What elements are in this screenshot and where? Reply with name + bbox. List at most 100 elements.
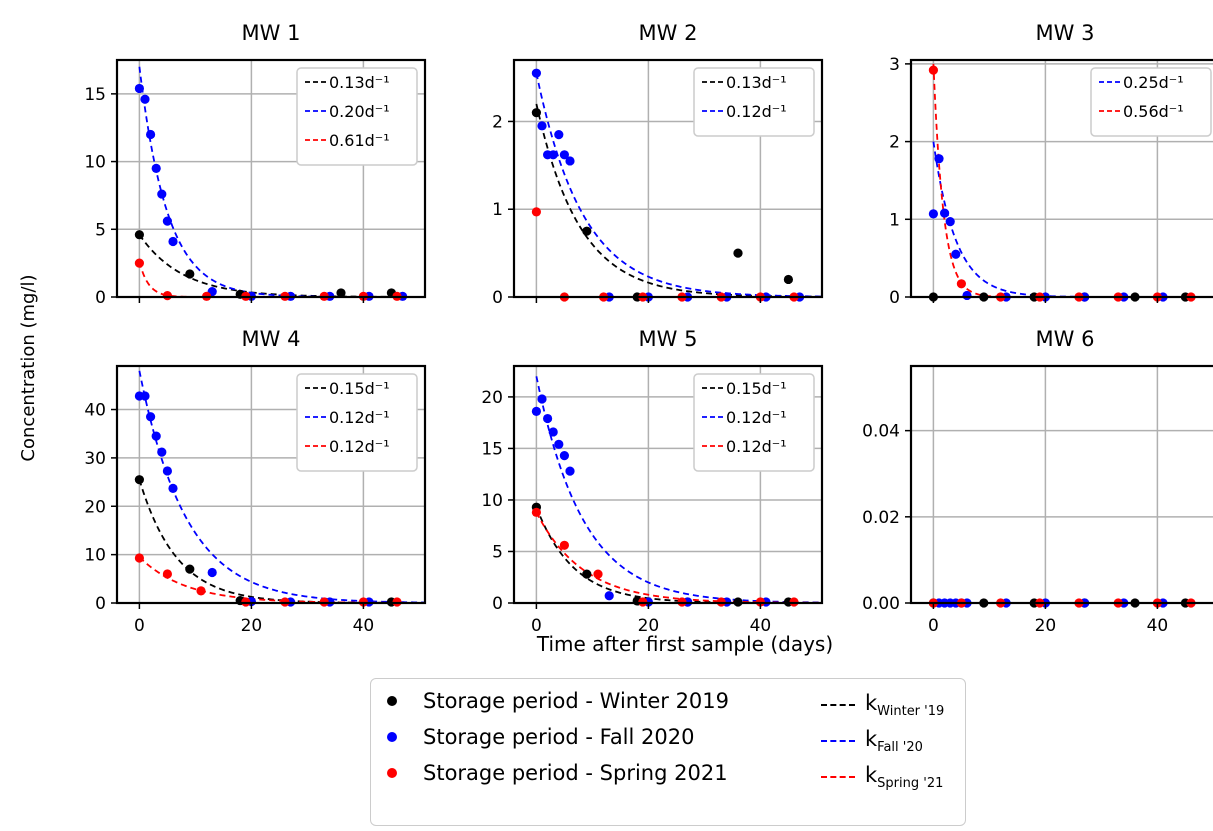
- panel-legend-label: 0.15d⁻¹: [726, 379, 787, 398]
- y-tick-label: 0: [492, 594, 503, 614]
- panel-legend-label: 0.25d⁻¹: [1123, 73, 1184, 92]
- panel-legend: 0.13d⁻¹ 0.20d⁻¹ 0.61d⁻¹: [296, 67, 418, 166]
- data-point: [162, 291, 172, 301]
- legend-item-spring-2021: Storage period - Spring 2021: [387, 761, 728, 785]
- data-point: [531, 68, 542, 78]
- panel-legend-box: [296, 67, 418, 166]
- dashed-line-icon: [821, 776, 855, 779]
- y-axis-label-text: Concentration (mg/l): [18, 274, 39, 461]
- data-point: [140, 94, 150, 104]
- data-point: [548, 427, 558, 437]
- data-point: [559, 451, 570, 461]
- data-point: [537, 394, 547, 404]
- y-tick-label: 15: [481, 439, 503, 459]
- legend-label: Storage period - Winter 2019: [423, 689, 730, 713]
- data-point: [537, 121, 547, 131]
- data-point: [157, 189, 167, 199]
- panel-title: MW 4: [242, 327, 301, 351]
- y-tick-label: 0.04: [862, 422, 900, 442]
- data-point: [134, 553, 144, 563]
- fit-curve: [535, 72, 823, 298]
- panel-2: MW 2 0 1 2 0.13d⁻¹ 0.12d⁻¹: [492, 21, 824, 308]
- panel-legend-label: 0.12d⁻¹: [726, 102, 787, 121]
- data-point: [559, 540, 570, 550]
- panel-legend-label: 0.56d⁻¹: [1123, 102, 1184, 121]
- legend-item-fall-2020: Storage period - Fall 2020: [387, 725, 694, 749]
- y-tick-label: 30: [84, 449, 106, 469]
- y-tick-label: 3: [889, 55, 900, 75]
- data-point: [157, 447, 167, 457]
- x-tick-label: 40: [353, 616, 375, 636]
- dashed-line-icon: [821, 704, 855, 707]
- panel-legend-label: 0.12d⁻¹: [726, 437, 787, 456]
- data-point: [548, 150, 558, 160]
- data-point: [565, 466, 575, 476]
- panel-legend-label: 0.12d⁻¹: [726, 408, 787, 427]
- y-axis-label: Concentration (mg/l): [18, 274, 39, 461]
- data-point: [168, 236, 178, 247]
- panel-legend-box: [693, 373, 815, 472]
- x-tick-label: 40: [750, 616, 772, 636]
- data-point: [134, 258, 144, 268]
- data-point: [783, 274, 794, 285]
- legend-k-label: kFall '20: [865, 727, 923, 756]
- y-tick-label: 0: [889, 288, 900, 308]
- fit-curve: [138, 261, 425, 298]
- data-point: [146, 412, 156, 422]
- y-tick-label: 10: [481, 491, 503, 511]
- fall-marker-icon: [387, 732, 397, 742]
- legend-item-k-winter: kWinter '19: [821, 691, 944, 719]
- spring-marker-icon: [387, 768, 397, 778]
- data-point: [134, 475, 144, 485]
- panel-legend-label: 0.13d⁻¹: [726, 73, 787, 92]
- legend: Storage period - Winter 2019 Storage per…: [370, 678, 966, 826]
- data-point: [185, 564, 195, 574]
- data-point: [207, 567, 217, 578]
- data-point: [565, 156, 575, 166]
- y-tick-label: 1: [889, 210, 900, 230]
- y-tick-label: 1: [492, 200, 503, 220]
- winter-marker-icon: [387, 696, 397, 706]
- panel-legend-box: [1090, 67, 1212, 137]
- legend-label: Storage period - Spring 2021: [423, 761, 728, 785]
- axes-frame: [512, 58, 824, 299]
- panel-legend-label: 0.13d⁻¹: [329, 73, 390, 92]
- panel-title: MW 1: [242, 21, 301, 45]
- y-tick-label: 20: [481, 388, 503, 408]
- panel-6: MW 6 0 20 40 0.00 0.02 0.04: [862, 327, 1213, 636]
- data-point: [554, 130, 564, 140]
- panel-title: MW 6: [1036, 327, 1095, 351]
- fit-curve: [138, 370, 426, 604]
- plot-area: [134, 370, 426, 607]
- data-point: [185, 269, 195, 279]
- legend-label: Storage period - Fall 2020: [423, 725, 695, 749]
- panel-legend: 0.15d⁻¹ 0.12d⁻¹ 0.12d⁻¹: [693, 373, 815, 472]
- data-point: [146, 129, 156, 140]
- y-tick-label: 0: [492, 288, 503, 308]
- panel-1: MW 1 0 5 10 15 0.13d⁻¹ 0.20d⁻¹ 0.61d⁻¹: [84, 21, 427, 308]
- legend-item-winter-2019: Storage period - Winter 2019: [387, 689, 729, 713]
- data-point: [531, 108, 542, 118]
- panel-title: MW 3: [1036, 21, 1095, 45]
- data-point: [733, 248, 743, 258]
- data-point: [593, 569, 603, 579]
- x-axis-label: Time after first sample (days): [536, 632, 833, 656]
- fit-curve: [535, 511, 823, 604]
- y-tick-label: 2: [492, 112, 503, 132]
- panel-legend-label: 0.12d⁻¹: [329, 408, 390, 427]
- data-point: [543, 413, 553, 424]
- data-point: [582, 569, 592, 579]
- panel-5: MW 5 0 20 40 0 5 10 15 20 0.15d⁻¹ 0.12d⁻¹ 0.12d⁻¹: [481, 327, 824, 636]
- data-point: [134, 83, 144, 94]
- plot-area: [531, 376, 823, 607]
- data-point: [168, 483, 178, 493]
- data-point: [554, 439, 564, 449]
- axes-frame: [909, 58, 1213, 299]
- panel-title: MW 5: [639, 327, 698, 351]
- x-tick-label: 20: [1035, 616, 1057, 636]
- data-point: [604, 591, 614, 601]
- data-point: [928, 65, 939, 75]
- panel-legend-box: [693, 67, 815, 137]
- dashed-line-icon: [821, 740, 855, 743]
- legend-k-label: kSpring '21: [865, 763, 944, 792]
